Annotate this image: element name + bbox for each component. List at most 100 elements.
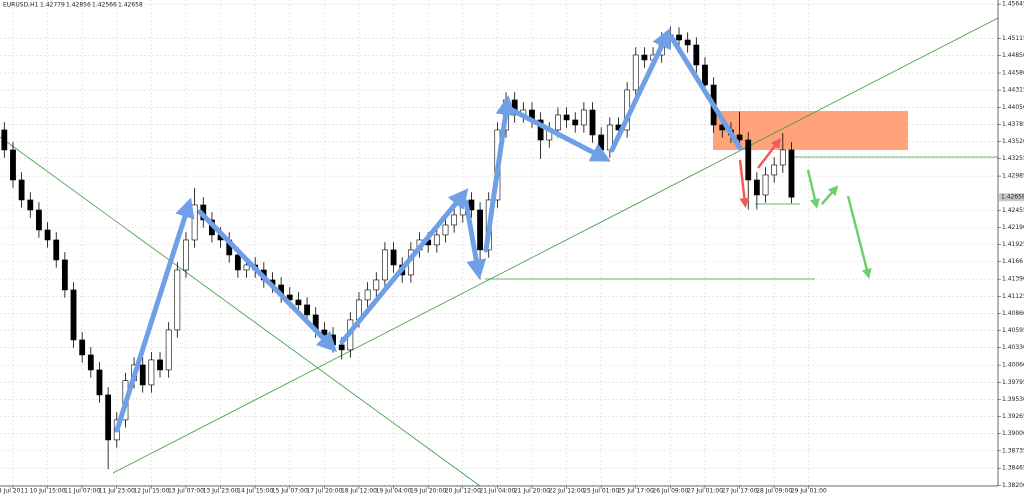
candle-body <box>148 359 155 386</box>
trend-line <box>112 17 999 474</box>
blue-arrow <box>609 27 671 153</box>
candle-body <box>537 119 544 141</box>
candle-body <box>702 64 708 86</box>
candle-body <box>70 289 77 341</box>
green-arrow <box>846 195 872 279</box>
y-tick-label: 1.44580 <box>1002 70 1024 77</box>
y-tick-label: 1.45645 <box>1002 1 1024 8</box>
candle-body <box>61 259 68 291</box>
candle-body <box>183 239 189 271</box>
y-tick-label: 1.41925 <box>1002 241 1024 248</box>
y-tick-label: 1.39265 <box>1002 413 1024 420</box>
y-tick-label: 1.42985 <box>1002 173 1024 180</box>
candle-body <box>442 224 449 236</box>
candle-body <box>191 204 198 241</box>
candle-body <box>139 364 146 386</box>
x-tick-label: 15 Jul 07:00 <box>272 488 308 494</box>
candle-body <box>433 234 440 246</box>
candle-body <box>53 239 60 261</box>
header-value: 1.42856 <box>66 2 91 9</box>
x-tick-label: 11 Jul 07:00 <box>64 488 100 494</box>
x-tick-label: 21 Jul 20:00 <box>514 488 550 494</box>
candle-body <box>762 174 769 196</box>
blue-arrow <box>483 95 516 253</box>
candle-body <box>451 214 458 226</box>
header-value: 1.42566 <box>92 2 117 9</box>
red-arrow <box>757 138 782 169</box>
trend-line <box>0 136 481 487</box>
y-tick-label: 1.40060 <box>1002 362 1024 369</box>
x-tick-label: 26 Jul 09:00 <box>652 488 688 494</box>
blue-arrow <box>114 197 195 433</box>
candle-body <box>745 139 752 181</box>
x-tick-label: 11 Jul 23:00 <box>99 488 135 494</box>
y-tick-label: 1.38465 <box>1002 465 1024 472</box>
y-tick-label: 1.39795 <box>1002 379 1024 386</box>
candle-body <box>338 344 345 351</box>
x-tick-label: 17 Jul 20:00 <box>306 488 342 494</box>
x-tick-label: 28 Jul 09:00 <box>756 488 792 494</box>
y-tick-label: 1.41390 <box>1002 276 1024 283</box>
resistance-zone <box>713 111 908 150</box>
x-tick-label: 18 Jul 12:00 <box>341 488 377 494</box>
y-tick-label: 1.42455 <box>1002 207 1024 214</box>
candle-body <box>157 359 163 371</box>
candle-body <box>304 304 310 316</box>
candle-body <box>295 299 302 306</box>
y-tick-label: 1.38200 <box>1002 482 1024 489</box>
candle-body <box>234 254 241 271</box>
candle-body <box>555 114 561 131</box>
green-arrow <box>821 185 839 205</box>
wave-arrows <box>114 27 872 433</box>
y-tick-label: 1.43255 <box>1002 155 1024 162</box>
candle-body <box>44 229 51 241</box>
x-tick-label: 27 Jul 17:00 <box>722 488 758 494</box>
candle-body <box>477 209 483 251</box>
x-tick-label: 25 Jul 17:00 <box>618 488 654 494</box>
price-tag-label: 1.42658 <box>1001 194 1024 201</box>
candle-body <box>10 149 16 181</box>
trend-lines <box>0 17 999 487</box>
candle-body <box>286 294 293 301</box>
candle-body <box>96 369 103 396</box>
x-tick-label: 19 Jul 20:00 <box>410 488 446 494</box>
candle-body <box>779 149 786 166</box>
x-tick-label: 25 Jul 01:00 <box>583 488 619 494</box>
y-tick-label: 1.45115 <box>1002 35 1024 42</box>
x-tick-label: 20 Jul 12:00 <box>445 488 481 494</box>
candle-body <box>589 109 596 136</box>
x-tick-label: 22 Jul 12:00 <box>549 488 585 494</box>
green-arrow <box>806 169 820 209</box>
candle-body <box>684 39 691 46</box>
candle-body <box>87 354 94 371</box>
candle-body <box>165 329 172 371</box>
y-tick-label: 1.40595 <box>1002 327 1024 334</box>
y-tick-label: 1.39530 <box>1002 396 1024 403</box>
x-tick-label: 13 Jul 23:00 <box>203 488 239 494</box>
candle-body <box>1 129 8 151</box>
x-tick-label: 14 Jul 15:00 <box>237 488 273 494</box>
y-tick-label: 1.42190 <box>1002 224 1024 231</box>
y-tick-label: 1.44050 <box>1002 104 1024 111</box>
candle-body <box>580 109 587 126</box>
x-tick-label: 13 Jul 07:00 <box>168 488 204 494</box>
candle-body <box>382 249 388 281</box>
candle-body <box>373 279 380 291</box>
candle-body <box>632 54 639 91</box>
candle-body <box>79 339 86 356</box>
y-tick-label: 1.43785 <box>1002 121 1024 128</box>
candle-body <box>736 134 743 141</box>
header-value: 1.42658 <box>118 2 143 9</box>
candle-body <box>598 134 605 151</box>
y-tick-label: 1.38735 <box>1002 447 1024 454</box>
blue-arrow <box>197 209 337 353</box>
chart-title: EURUSD,H1 <box>3 2 39 9</box>
candle-body <box>753 179 760 196</box>
red-arrow <box>738 159 750 208</box>
blue-arrow <box>463 199 487 280</box>
x-tick-label: 19 Jul 04:00 <box>376 488 412 494</box>
candle-body <box>36 209 42 231</box>
x-tick-label: 29 Jul 01:00 <box>791 488 827 494</box>
